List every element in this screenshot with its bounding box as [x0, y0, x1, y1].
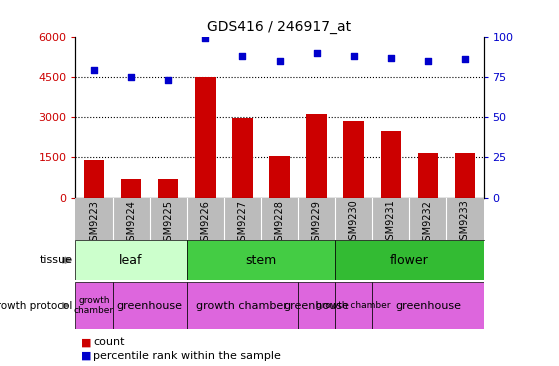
Bar	[75, 240, 187, 280]
Text: growth chamber: growth chamber	[316, 301, 391, 310]
Bar	[335, 240, 484, 280]
Text: percentile rank within the sample: percentile rank within the sample	[93, 351, 281, 361]
Bar	[121, 179, 141, 198]
Bar	[335, 282, 372, 329]
Text: GSM9223: GSM9223	[89, 200, 99, 247]
Text: GSM9231: GSM9231	[386, 200, 396, 246]
Text: greenhouse: greenhouse	[283, 300, 349, 311]
Point	[127, 74, 136, 80]
Bar	[298, 282, 335, 329]
Text: stem: stem	[245, 254, 277, 267]
Bar	[372, 282, 484, 329]
Point	[238, 53, 247, 59]
Text: greenhouse: greenhouse	[117, 300, 183, 311]
Point	[461, 56, 470, 62]
Text: count: count	[93, 337, 125, 347]
Title: GDS416 / 246917_at: GDS416 / 246917_at	[207, 20, 352, 34]
Bar	[455, 153, 475, 198]
Text: GSM9224: GSM9224	[126, 200, 136, 247]
Bar	[381, 131, 401, 198]
Point	[312, 50, 321, 56]
Text: GSM9230: GSM9230	[349, 200, 359, 246]
Point	[201, 35, 210, 41]
Text: GSM9225: GSM9225	[163, 200, 173, 247]
Bar	[187, 282, 298, 329]
Text: growth protocol: growth protocol	[0, 300, 73, 311]
Text: GSM9233: GSM9233	[460, 200, 470, 246]
Bar	[418, 153, 438, 198]
Text: GSM9228: GSM9228	[274, 200, 285, 247]
Bar	[187, 240, 335, 280]
Bar	[195, 77, 216, 198]
Bar	[343, 121, 364, 198]
Text: GSM9232: GSM9232	[423, 200, 433, 247]
Bar	[112, 282, 187, 329]
Bar	[158, 179, 178, 198]
Point	[386, 55, 395, 60]
Text: leaf: leaf	[120, 254, 143, 267]
Bar	[269, 156, 290, 198]
Bar	[84, 160, 104, 198]
Text: tissue: tissue	[40, 255, 73, 265]
Text: GSM9227: GSM9227	[238, 200, 248, 247]
Text: greenhouse: greenhouse	[395, 300, 461, 311]
Point	[89, 67, 98, 73]
Point	[349, 53, 358, 59]
Text: growth
chamber: growth chamber	[74, 296, 114, 315]
Bar	[75, 282, 112, 329]
Bar	[232, 119, 253, 198]
Point	[275, 58, 284, 64]
Text: flower: flower	[390, 254, 429, 267]
Text: ■: ■	[81, 351, 92, 361]
Point	[423, 58, 432, 64]
Text: growth chamber: growth chamber	[196, 300, 288, 311]
Text: GSM9226: GSM9226	[200, 200, 210, 247]
Text: GSM9229: GSM9229	[311, 200, 321, 247]
Text: ■: ■	[81, 337, 92, 347]
Point	[164, 77, 173, 83]
Bar	[306, 115, 327, 198]
